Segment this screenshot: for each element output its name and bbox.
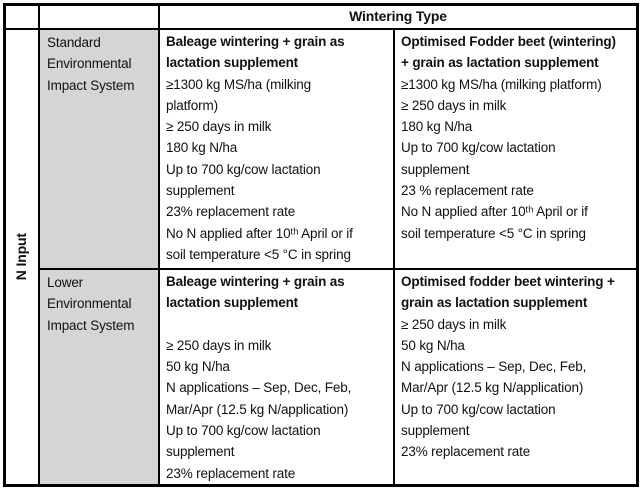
cell-title: Baleage wintering + grain as lactation s… <box>166 34 345 71</box>
cell-standard-baleage: Baleage wintering + grain as lactation s… <box>160 30 395 270</box>
wintering-type-header: Wintering Type <box>160 6 636 30</box>
corner-cell-system <box>40 6 160 30</box>
cell-body: ≥ 250 days in milk 50 kg N/ha N applicat… <box>166 337 352 481</box>
wintering-type-table: Wintering Type N Input Standard Environm… <box>3 3 639 487</box>
system-cell-standard: Standard Environmental Impact System <box>40 30 160 270</box>
cell-body: ≥1300 kg MS/ha (milking platform) ≥ 250 … <box>166 76 353 262</box>
cell-title: Optimised Fodder beet (wintering) + grai… <box>401 34 616 71</box>
cell-lower-baleage: Baleage wintering + grain as lactation s… <box>160 270 395 484</box>
cell-body: ≥1300 kg MS/ha (milking platform) ≥ 250 … <box>401 76 602 241</box>
system-cell-lower: Lower Environmental Impact System <box>40 270 160 484</box>
cell-title: Baleage wintering + grain as lactation s… <box>166 274 345 311</box>
n-input-row-group-cell: N Input <box>6 30 40 484</box>
wintering-type-header-label: Wintering Type <box>349 8 447 25</box>
n-input-label: N Input <box>13 233 30 281</box>
cell-standard-fodder-beet: Optimised Fodder beet (wintering) + grai… <box>395 30 636 270</box>
corner-cell-row-label <box>6 6 40 30</box>
cell-title: Optimised fodder beet wintering + grain … <box>401 274 615 311</box>
cell-body: ≥ 250 days in milk 50 kg N/ha N applicat… <box>401 316 587 460</box>
cell-lower-fodder-beet: Optimised fodder beet wintering + grain … <box>395 270 636 484</box>
